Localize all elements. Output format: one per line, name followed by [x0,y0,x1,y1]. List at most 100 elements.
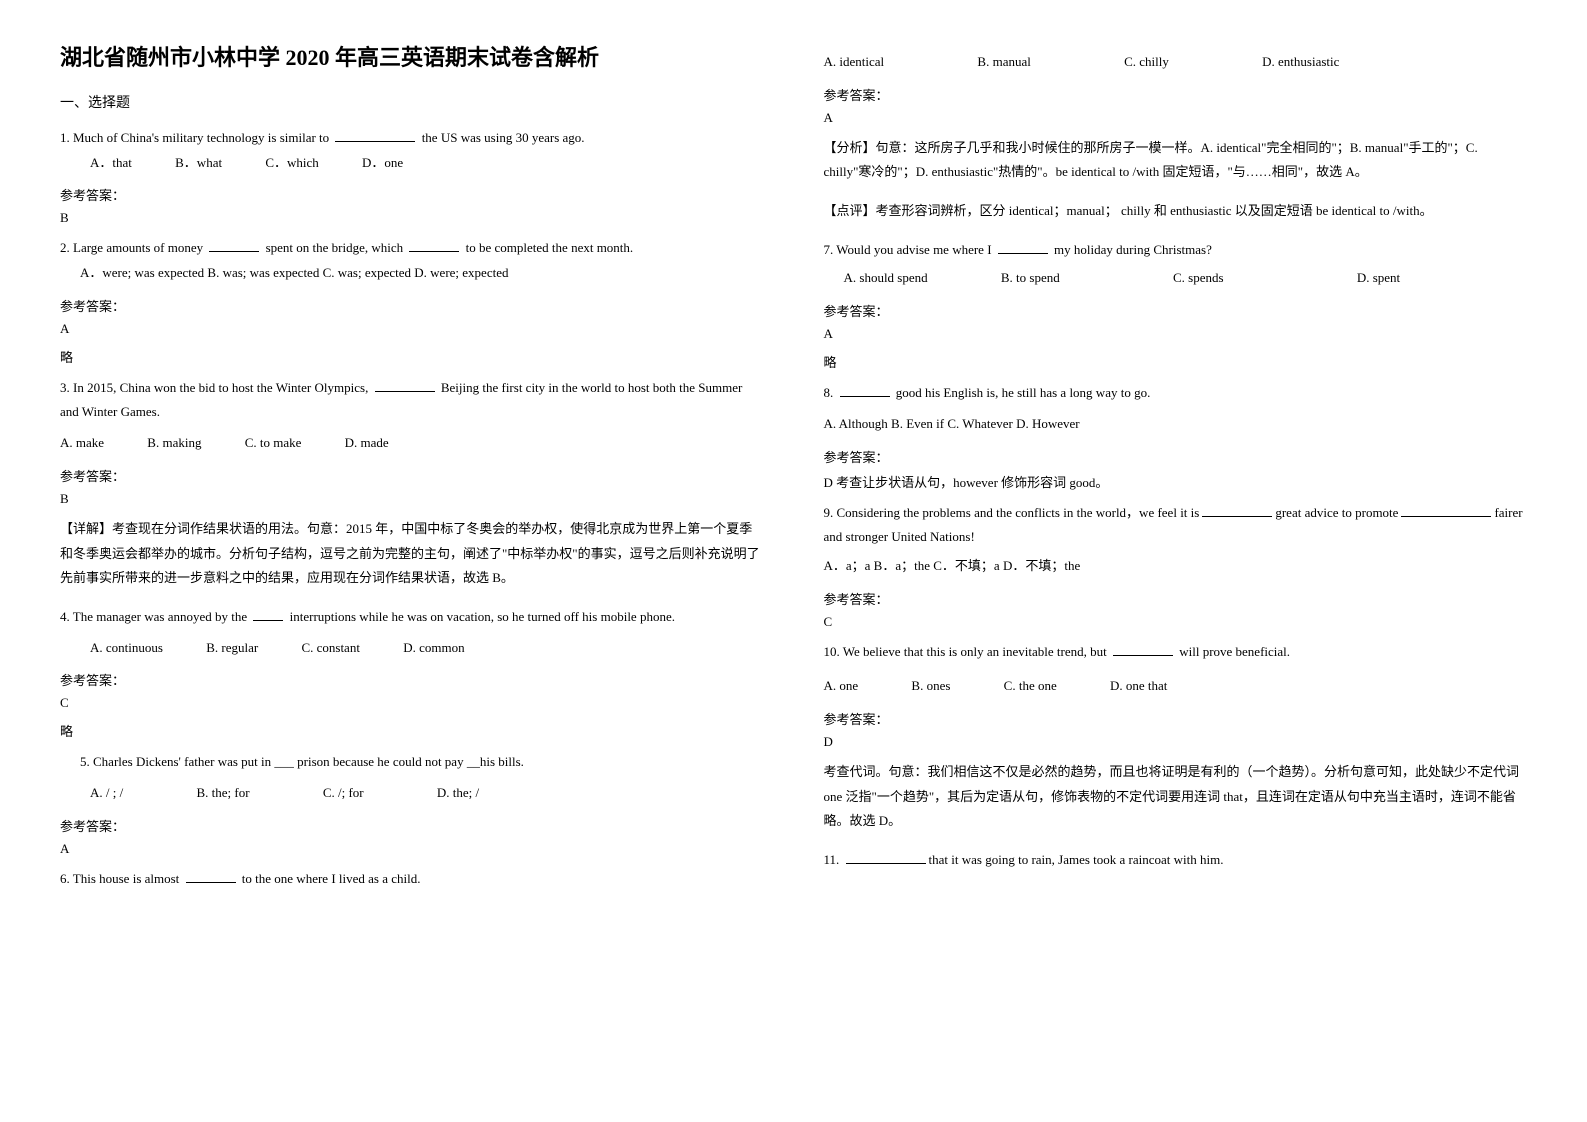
q9-options: A．a；a B．a；the C．不填；a D．不填；the [824,554,1528,579]
q8-stem-b: good his English is, he still has a long… [893,385,1151,400]
answer-label: 参考答案： [824,301,1528,320]
question-9: 9. Considering the problems and the conf… [824,501,1528,579]
answer-label: 参考答案： [60,185,764,204]
q2-stem-a: 2. Large amounts of money [60,240,206,255]
blank [1113,642,1173,656]
question-11: 11. that it was going to rain, James too… [824,848,1528,873]
blank [375,378,435,392]
opt: C. /; for [323,781,364,806]
answer-label: 参考答案： [824,589,1528,608]
q7-stem-b: my holiday during Christmas? [1051,242,1212,257]
blank [998,240,1048,254]
blank [253,607,283,621]
q1-stem-b: the US was using 30 years ago. [418,130,584,145]
q2-options: A．were; was expected B. was; was expecte… [80,261,764,286]
blank [1202,503,1272,517]
q6-stem-b: to the one where I lived as a child. [239,871,421,886]
q7-answer: A [824,326,1528,342]
q10-stem-b: will prove beneficial. [1176,644,1290,659]
q8-stem-a: 8. [824,385,837,400]
opt: B. to spend [1001,270,1060,285]
opt: A. should spend [844,270,928,285]
q8-options: A. Although B. Even if C. Whatever D. Ho… [824,412,1528,437]
opt: B. regular [206,636,258,661]
opt: D. made [345,435,389,450]
q8-answer: D 考查让步状语从句，however 修饰形容词 good。 [824,472,1528,491]
question-3: 3. In 2015, China won the bid to host th… [60,376,764,456]
opt: A．that [90,151,132,176]
opt: B. manual [977,54,1030,69]
q11-stem-b: that it was going to rain, James took a … [929,852,1224,867]
q2-note: 略 [60,347,764,366]
q6-options: A. identical B. manual C. chilly D. enth… [824,50,1528,75]
blank [409,238,459,252]
opt: B. the; for [196,781,249,806]
opt: B. ones [911,678,950,693]
page-wrap: 湖北省随州市小林中学 2020 年高三英语期末试卷含解析 一、选择题 1. Mu… [60,40,1527,901]
answer-label: 参考答案： [824,85,1528,104]
q1-stem-a: 1. Much of China's military technology i… [60,130,332,145]
q3-options: A. make B. making C. to make D. made [60,431,764,456]
question-4: 4. The manager was annoyed by the interr… [60,605,764,660]
answer-label: 参考答案： [60,296,764,315]
q7-stem-a: 7. Would you advise me where I [824,242,995,257]
blank [840,383,890,397]
opt: D．one [362,151,403,176]
q10-explanation: 考查代词。句意：我们相信这不仅是必然的趋势，而且也将证明是有利的（一个趋势）。分… [824,760,1528,834]
question-8: 8. good his English is, he still has a l… [824,381,1528,436]
question-7: 7. Would you advise me where I my holida… [824,238,1528,291]
q5-options: A. / ; / B. the; for C. /; for D. the; / [90,781,764,806]
q1-answer: B [60,210,764,226]
question-5: 5. Charles Dickens' father was put in __… [80,750,764,805]
opt: C. to make [245,435,302,450]
opt: D. one that [1110,678,1167,693]
opt: B. making [147,435,201,450]
answer-label: 参考答案： [824,447,1528,466]
opt: A. / ; / [90,781,123,806]
question-6: 6. This house is almost to the one where… [60,867,764,892]
opt: C. the one [1004,678,1057,693]
q2-answer: A [60,321,764,337]
section-heading: 一、选择题 [60,92,764,112]
q2-stem-c: to be completed the next month. [462,240,633,255]
answer-label: 参考答案： [60,670,764,689]
opt: B．what [175,151,222,176]
q6-explanation-1: 【分析】句意：这所房子几乎和我小时候住的那所房子一模一样。A. identica… [824,136,1528,185]
q9-stem-b: great advice to promote [1275,505,1398,520]
blank [335,128,415,142]
q6-explanation-2: 【点评】考查形容词辨析，区分 identical；manual； chilly … [824,199,1528,224]
q3-explanation: 【详解】考查现在分词作结果状语的用法。句意：2015 年，中国中标了冬奥会的举办… [60,517,764,591]
answer-label: 参考答案： [824,709,1528,728]
opt: D. common [403,636,464,661]
blank [209,238,259,252]
left-column: 湖北省随州市小林中学 2020 年高三英语期末试卷含解析 一、选择题 1. Mu… [60,40,764,901]
opt: D. the; / [437,781,479,806]
q2-stem-b: spent on the bridge, which [262,240,406,255]
opt: A. continuous [90,636,163,661]
q9-stem-a: 9. Considering the problems and the conf… [824,505,1200,520]
q10-options: A. one B. ones C. the one D. one that [824,674,1528,699]
q5-stem: 5. Charles Dickens' father was put in __… [80,754,524,769]
answer-label: 参考答案： [60,816,764,835]
q4-note: 略 [60,721,764,740]
q10-stem-a: 10. We believe that this is only an inev… [824,644,1110,659]
q11-stem-a: 11. [824,852,843,867]
blank [1401,503,1491,517]
q5-answer: A [60,841,764,857]
q3-stem-a: 3. In 2015, China won the bid to host th… [60,380,372,395]
q3-answer: B [60,491,764,507]
question-2: 2. Large amounts of money spent on the b… [60,236,764,285]
question-10: 10. We believe that this is only an inev… [824,640,1528,699]
q7-options: A. should spend B. to spend C. spends D.… [844,266,1528,291]
q7-note: 略 [824,352,1528,371]
q10-answer: D [824,734,1528,750]
opt: A. one [824,678,859,693]
page-title: 湖北省随州市小林中学 2020 年高三英语期末试卷含解析 [60,40,764,72]
opt: C. spends [1173,270,1224,285]
q4-answer: C [60,695,764,711]
q9-answer: C [824,614,1528,630]
q4-options: A. continuous B. regular C. constant D. … [90,636,764,661]
opt: D. enthusiastic [1262,54,1339,69]
q4-stem-b: interruptions while he was on vacation, … [286,609,675,624]
answer-label: 参考答案： [60,466,764,485]
